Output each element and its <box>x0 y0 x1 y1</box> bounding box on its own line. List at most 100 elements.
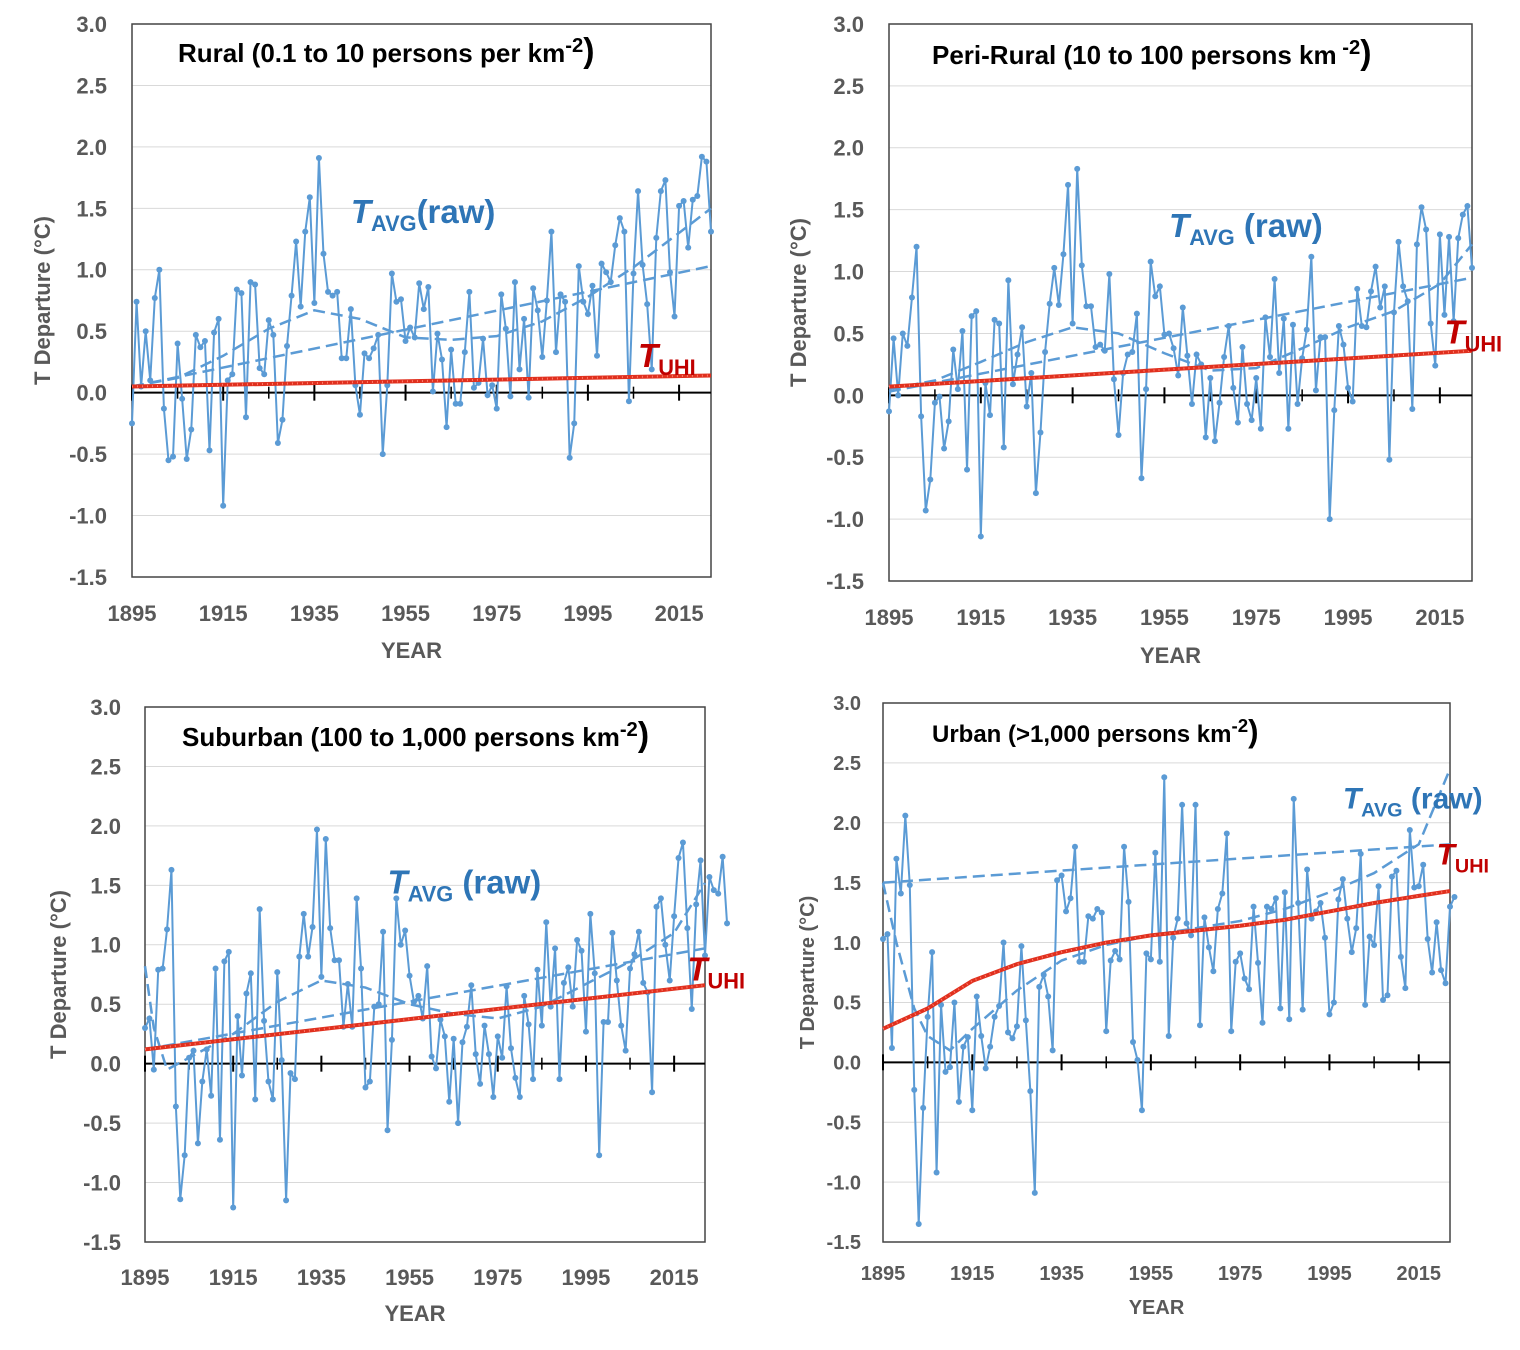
tavg-raw-point <box>1107 957 1114 964</box>
tavg-raw-point <box>329 292 336 299</box>
tavg-raw-point <box>1125 898 1132 905</box>
tavg-raw-point <box>1112 947 1119 954</box>
tavg-raw-point <box>1087 303 1094 310</box>
tavg-raw-point <box>288 292 295 299</box>
y-tick-label: -1.0 <box>83 1170 121 1195</box>
tavg-raw-point <box>468 982 475 989</box>
tavg-raw-point <box>450 1035 457 1042</box>
tavg-raw-point <box>1464 202 1471 209</box>
tavg-raw-point <box>1441 311 1448 318</box>
tavg-raw-point <box>164 926 171 933</box>
tavg-raw-annotation: TAVG (raw) <box>1169 207 1323 250</box>
tavg-raw-point <box>575 263 582 270</box>
tavg-raw-point <box>380 928 387 935</box>
tavg-raw-point <box>941 445 948 452</box>
tavg-raw-point <box>151 295 158 302</box>
tavg-raw-point <box>443 424 450 431</box>
tavg-raw-point <box>706 874 713 881</box>
tavg-raw-point <box>897 890 904 897</box>
tavg-raw-point <box>434 330 441 337</box>
chart-title-superscript: -2 <box>565 35 583 57</box>
x-tick-label: 1915 <box>209 1265 258 1290</box>
tavg-raw-point <box>525 394 532 401</box>
tavg-raw-point <box>1009 381 1016 388</box>
tavg-raw-point <box>886 408 892 415</box>
tavg-raw-point <box>129 420 135 427</box>
tavg-raw-point <box>1085 913 1092 920</box>
tavg-raw-point <box>379 451 386 458</box>
tavg-raw-point <box>1406 826 1413 833</box>
tavg-raw-point <box>1225 323 1232 330</box>
tavg-raw-point <box>693 901 700 908</box>
tavg-raw-point <box>946 1064 953 1071</box>
chart-title-close: ) <box>1248 714 1258 749</box>
tavg-raw-point <box>1281 889 1288 896</box>
tavg-raw-point <box>441 1033 448 1040</box>
x-tick-label: 1935 <box>297 1265 346 1290</box>
tavg-raw-point <box>612 242 619 249</box>
tavg-raw-point <box>502 325 509 332</box>
tavg-raw-point <box>927 476 934 483</box>
tavg-raw-point <box>1175 372 1182 379</box>
tavg-raw-point <box>429 388 436 395</box>
y-tick-label: -0.5 <box>827 1112 861 1134</box>
tavg-raw-point <box>371 1003 378 1010</box>
tavg-raw-point <box>1009 1035 1016 1042</box>
tavg-raw-point <box>631 951 638 958</box>
tavg-raw-point <box>233 286 240 293</box>
tavg-raw-point <box>388 270 395 277</box>
tavg-raw-point <box>265 317 272 324</box>
tavg-raw-point <box>1051 264 1058 271</box>
chart-title: Urban (>1,000 persons km-2) <box>932 714 1259 749</box>
tavg-raw-point <box>1404 298 1411 305</box>
tavg-raw-point <box>484 392 491 399</box>
tavg-raw-point <box>215 315 222 322</box>
tavg-raw-point <box>1165 1032 1172 1039</box>
x-tick-label: 1935 <box>290 601 339 626</box>
tavg-raw-point <box>1069 320 1076 327</box>
tavg-raw-point <box>221 958 228 965</box>
tavg-raw-point <box>959 327 966 334</box>
chart-title-close: ) <box>1360 34 1371 72</box>
tavg-raw-point <box>1304 866 1311 873</box>
tavg-raw-point <box>1362 1001 1369 1008</box>
x-tick-label: 1895 <box>861 1263 906 1285</box>
tavg-raw-point <box>710 887 717 894</box>
y-tick-label: 2.5 <box>833 753 861 775</box>
tavg-raw-point <box>220 502 227 509</box>
tavg-raw-point <box>942 1068 949 1075</box>
tavg-raw-point <box>1393 867 1400 874</box>
tavg-raw-point <box>1183 920 1190 927</box>
tavg-raw-point <box>964 1034 971 1041</box>
tavg-raw-point <box>459 1039 466 1046</box>
y-tick-label: 1.0 <box>833 933 861 955</box>
x-tick-label: 1895 <box>121 1265 170 1290</box>
tavg-raw-point <box>1058 872 1065 879</box>
tavg-raw-point <box>480 335 487 342</box>
tavg-raw-point <box>1386 456 1393 463</box>
tavg-raw-point <box>1184 352 1191 359</box>
tavg-raw-point <box>142 328 149 335</box>
tavg-raw-point <box>384 382 391 389</box>
tavg-raw-point <box>160 405 167 412</box>
tavg-raw-point <box>904 342 911 349</box>
tavg-raw-point <box>1303 326 1310 333</box>
tavg-raw-point <box>1267 353 1274 360</box>
y-tick-label: 2.0 <box>833 136 864 161</box>
tavg-raw-point <box>616 215 623 222</box>
y-tick-label: 1.5 <box>833 198 864 223</box>
tavg-raw-point <box>1037 429 1044 436</box>
tavg-raw-point <box>913 243 920 250</box>
y-axis-label: T Departure (°C) <box>46 890 71 1059</box>
tavg-raw-point <box>306 194 313 201</box>
tavg-raw-point <box>224 377 231 384</box>
tavg-raw-point <box>1129 349 1136 356</box>
tavg-raw-point <box>437 1016 444 1023</box>
tavg-raw-point <box>1253 375 1260 382</box>
tavg-raw-point <box>199 1078 206 1085</box>
tavg-raw-point <box>1083 303 1090 310</box>
plot-area <box>889 24 1472 581</box>
chart-title-main: Rural (0.1 to 10 persons per km <box>178 38 565 68</box>
